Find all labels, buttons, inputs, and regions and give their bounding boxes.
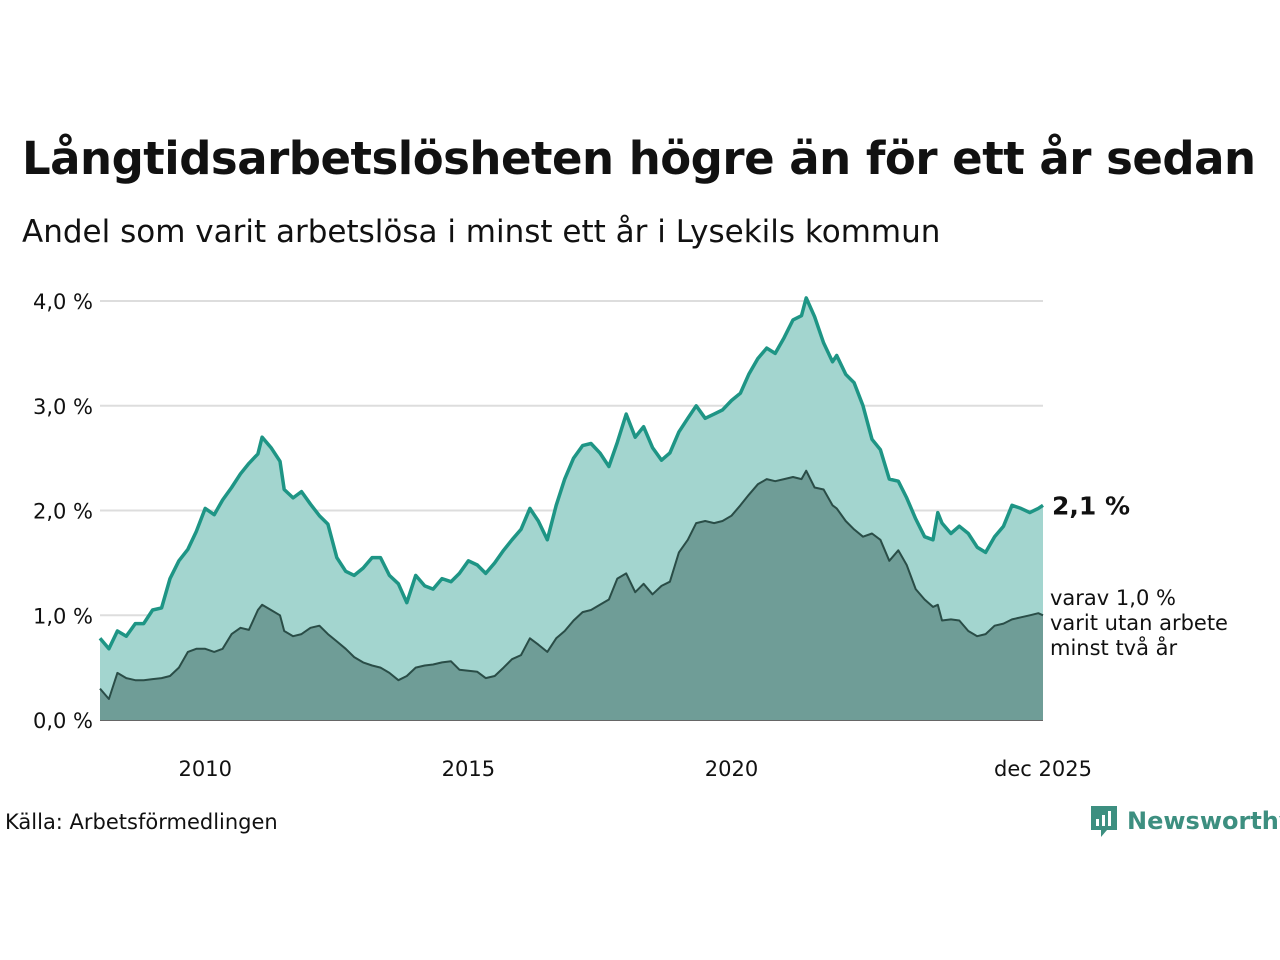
brand-name: Newsworthy [1127, 807, 1280, 835]
chart-title: Långtidsarbetslösheten högre än för ett … [22, 132, 1256, 185]
series-main-line [98, 296, 1044, 651]
y-tick-label: 4,0 % [33, 290, 93, 314]
sub-series-end-label: varav 1,0 % [1050, 586, 1176, 610]
area-layer [98, 296, 1044, 720]
label-layer: 0,0 % 1,0 % 2,0 % 3,0 % 4,0 % 2010 2015 2020 dec… [33, 290, 1228, 781]
y-tick-label: 2,0 % [33, 500, 93, 524]
newsworthy-logo[interactable]: Newsworthy [1089, 804, 1280, 838]
y-tick-label: 1,0 % [33, 604, 93, 628]
x-tick-label: dec 2025 [994, 757, 1092, 781]
sub-series-end-label: minst två år [1050, 635, 1178, 660]
series-sub-line [99, 469, 1044, 700]
source-note: Källa: Arbetsförmedlingen [5, 810, 278, 834]
series-sub-area [100, 470, 1043, 720]
newsworthy-logo-icon [1091, 806, 1117, 837]
x-tick-label: 2010 [179, 757, 232, 781]
y-tick-label: 3,0 % [33, 395, 93, 419]
x-tick-label: 2015 [442, 757, 495, 781]
sub-series-end-label: varit utan arbete [1050, 611, 1228, 635]
x-tick-label: 2020 [705, 757, 758, 781]
chart-subtitle: Andel som varit arbetslösa i minst ett å… [22, 214, 941, 250]
main-series-end-label: 2,1 % [1052, 491, 1130, 520]
y-tick-label: 0,0 % [33, 709, 93, 733]
